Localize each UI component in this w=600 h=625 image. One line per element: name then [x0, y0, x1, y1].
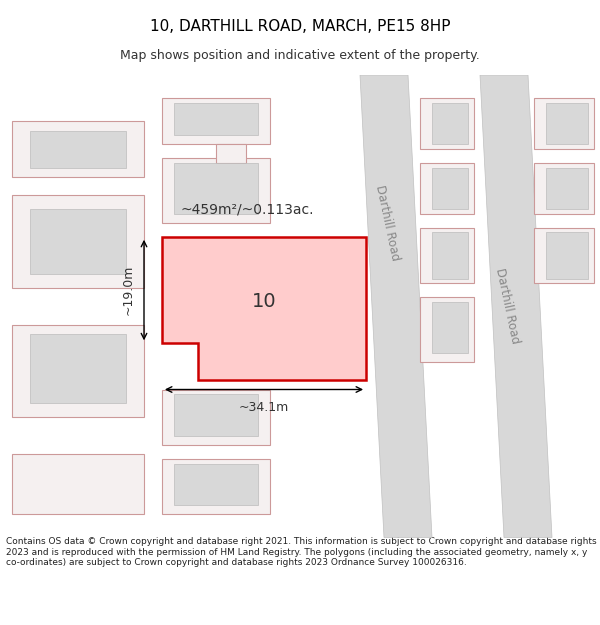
FancyBboxPatch shape: [420, 297, 474, 362]
FancyBboxPatch shape: [534, 98, 594, 149]
Bar: [432, 168, 468, 209]
Polygon shape: [162, 237, 366, 380]
Bar: [432, 232, 468, 279]
Bar: [546, 102, 588, 144]
FancyBboxPatch shape: [12, 121, 144, 177]
Text: ~459m²/~0.113ac.: ~459m²/~0.113ac.: [180, 202, 314, 216]
Polygon shape: [360, 75, 432, 538]
Polygon shape: [480, 75, 552, 538]
Bar: [30, 131, 126, 168]
Bar: [174, 102, 258, 135]
FancyBboxPatch shape: [162, 389, 270, 445]
Bar: [174, 464, 258, 505]
FancyBboxPatch shape: [162, 237, 270, 297]
Bar: [30, 209, 126, 274]
Text: 10: 10: [251, 292, 277, 311]
Bar: [30, 334, 126, 403]
Bar: [432, 302, 468, 352]
FancyBboxPatch shape: [420, 163, 474, 214]
Bar: [174, 394, 258, 436]
FancyBboxPatch shape: [420, 228, 474, 283]
Bar: [174, 163, 258, 214]
Text: ~34.1m: ~34.1m: [239, 401, 289, 414]
Bar: [546, 232, 588, 279]
Bar: [174, 241, 258, 288]
FancyBboxPatch shape: [162, 158, 270, 223]
FancyBboxPatch shape: [420, 98, 474, 149]
FancyBboxPatch shape: [162, 98, 270, 144]
Bar: [432, 102, 468, 144]
FancyBboxPatch shape: [216, 144, 246, 163]
Text: Contains OS data © Crown copyright and database right 2021. This information is : Contains OS data © Crown copyright and d…: [6, 538, 596, 568]
Text: Darthill Road: Darthill Road: [373, 184, 401, 262]
FancyBboxPatch shape: [12, 325, 144, 418]
Text: 10, DARTHILL ROAD, MARCH, PE15 8HP: 10, DARTHILL ROAD, MARCH, PE15 8HP: [150, 19, 450, 34]
Text: ~19.0m: ~19.0m: [122, 265, 135, 315]
FancyBboxPatch shape: [534, 228, 594, 283]
FancyBboxPatch shape: [12, 195, 144, 288]
Bar: [546, 168, 588, 209]
Text: Map shows position and indicative extent of the property.: Map shows position and indicative extent…: [120, 49, 480, 62]
FancyBboxPatch shape: [12, 454, 144, 514]
Text: Darthill Road: Darthill Road: [493, 268, 521, 345]
FancyBboxPatch shape: [534, 163, 594, 214]
FancyBboxPatch shape: [162, 459, 270, 514]
